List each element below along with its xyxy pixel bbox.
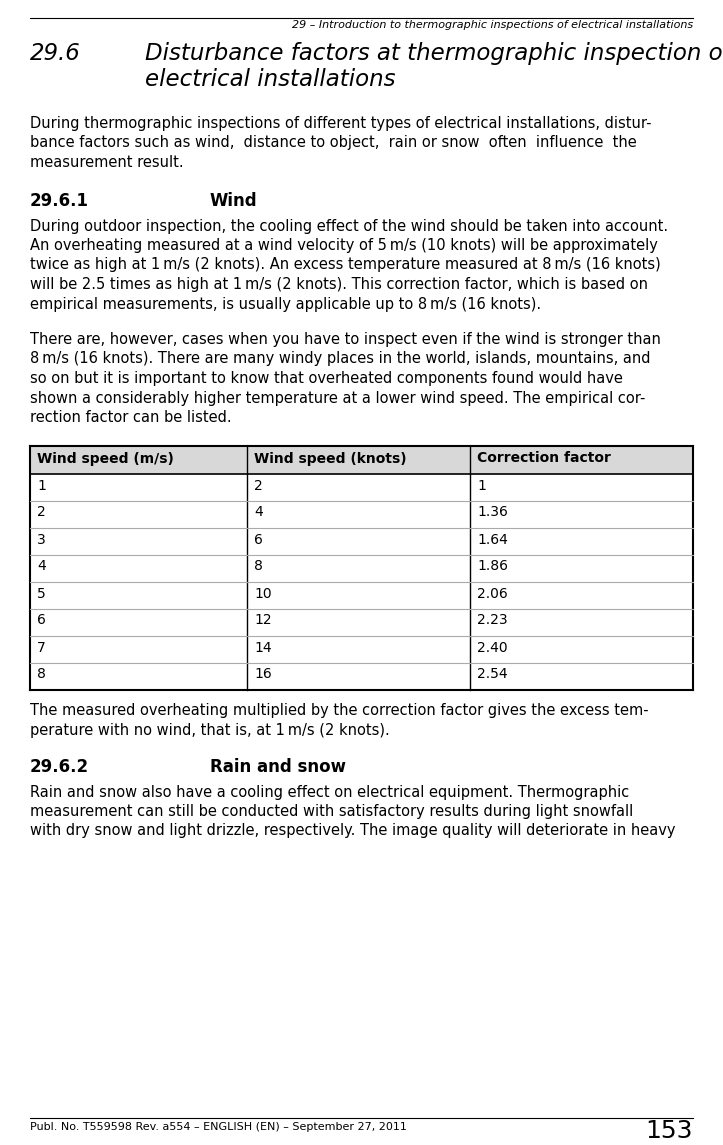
Text: with dry snow and light drizzle, respectively. The image quality will deteriorat: with dry snow and light drizzle, respect… [30,823,675,838]
Text: 10: 10 [254,586,272,600]
Text: 8: 8 [254,560,263,574]
Text: measurement can still be conducted with satisfactory results during light snowfa: measurement can still be conducted with … [30,804,633,819]
Text: twice as high at 1 m/s (2 knots). An excess temperature measured at 8 m/s (16 kn: twice as high at 1 m/s (2 knots). An exc… [30,258,661,273]
Text: The measured overheating multiplied by the correction factor gives the excess te: The measured overheating multiplied by t… [30,703,649,719]
Text: 29.6: 29.6 [30,42,81,65]
Text: 1.64: 1.64 [477,532,508,546]
Text: 8: 8 [37,668,46,681]
Text: 3: 3 [37,532,46,546]
Text: Rain and snow also have a cooling effect on electrical equipment. Thermographic: Rain and snow also have a cooling effect… [30,784,629,799]
Text: 29.6.1: 29.6.1 [30,192,89,211]
Text: shown a considerably higher temperature at a lower wind speed. The empirical cor: shown a considerably higher temperature … [30,390,646,405]
Text: 6: 6 [37,614,46,627]
Text: 29 – Introduction to thermographic inspections of electrical installations: 29 – Introduction to thermographic inspe… [292,19,693,30]
Text: 1: 1 [477,479,486,492]
Text: 14: 14 [254,640,272,655]
Text: 5: 5 [37,586,46,600]
Text: 29.6.2: 29.6.2 [30,758,89,776]
Text: so on but it is important to know that overheated components found would have: so on but it is important to know that o… [30,371,623,386]
Text: During thermographic inspections of different types of electrical installations,: During thermographic inspections of diff… [30,116,651,131]
Text: 16: 16 [254,668,273,681]
Text: Disturbance factors at thermographic inspection of: Disturbance factors at thermographic ins… [145,42,723,65]
Bar [30,445,693,474]
Text: perature with no wind, that is, at 1 m/s (2 knots).: perature with no wind, that is, at 1 m/s… [30,722,390,739]
Text: 4: 4 [37,560,46,574]
Text: 4: 4 [254,505,263,520]
Text: 12: 12 [254,614,272,627]
Text: An overheating measured at a wind velocity of 5 m/s (10 knots) will be approxima: An overheating measured at a wind veloci… [30,238,658,253]
Text: 2.23: 2.23 [477,614,508,627]
Text: 6: 6 [254,532,263,546]
Text: 2.40: 2.40 [477,640,508,655]
Text: 7: 7 [37,640,46,655]
Text: Wind speed (m/s): Wind speed (m/s) [37,451,174,466]
Text: 1.86: 1.86 [477,560,508,574]
Text: rection factor can be listed.: rection factor can be listed. [30,410,231,425]
Text: 8 m/s (16 knots). There are many windy places in the world, islands, mountains, : 8 m/s (16 knots). There are many windy p… [30,352,651,366]
Text: 1.36: 1.36 [477,505,508,520]
Text: 1: 1 [37,479,46,492]
Text: During outdoor inspection, the cooling effect of the wind should be taken into a: During outdoor inspection, the cooling e… [30,219,668,234]
Text: electrical installations: electrical installations [145,68,395,90]
Text: Wind: Wind [210,192,257,211]
Text: 2.06: 2.06 [477,586,508,600]
Text: 2.54: 2.54 [477,668,508,681]
Text: measurement result.: measurement result. [30,155,184,169]
Text: 2: 2 [37,505,46,520]
Text: Wind speed (knots): Wind speed (knots) [254,451,407,466]
Text: bance factors such as wind,  distance to object,  rain or snow  often  influence: bance factors such as wind, distance to … [30,135,637,150]
Text: Publ. No. T559598 Rev. a554 – ENGLISH (EN) – September 27, 2011: Publ. No. T559598 Rev. a554 – ENGLISH (E… [30,1122,407,1132]
Text: 153: 153 [646,1119,693,1143]
Text: Rain and snow: Rain and snow [210,758,346,776]
Text: will be 2.5 times as high at 1 m/s (2 knots). This correction factor, which is b: will be 2.5 times as high at 1 m/s (2 kn… [30,277,648,292]
Text: 2: 2 [254,479,263,492]
Text: Correction factor: Correction factor [477,451,611,466]
Text: There are, however, cases when you have to inspect even if the wind is stronger : There are, however, cases when you have … [30,332,661,347]
Text: empirical measurements, is usually applicable up to 8 m/s (16 knots).: empirical measurements, is usually appli… [30,297,541,311]
